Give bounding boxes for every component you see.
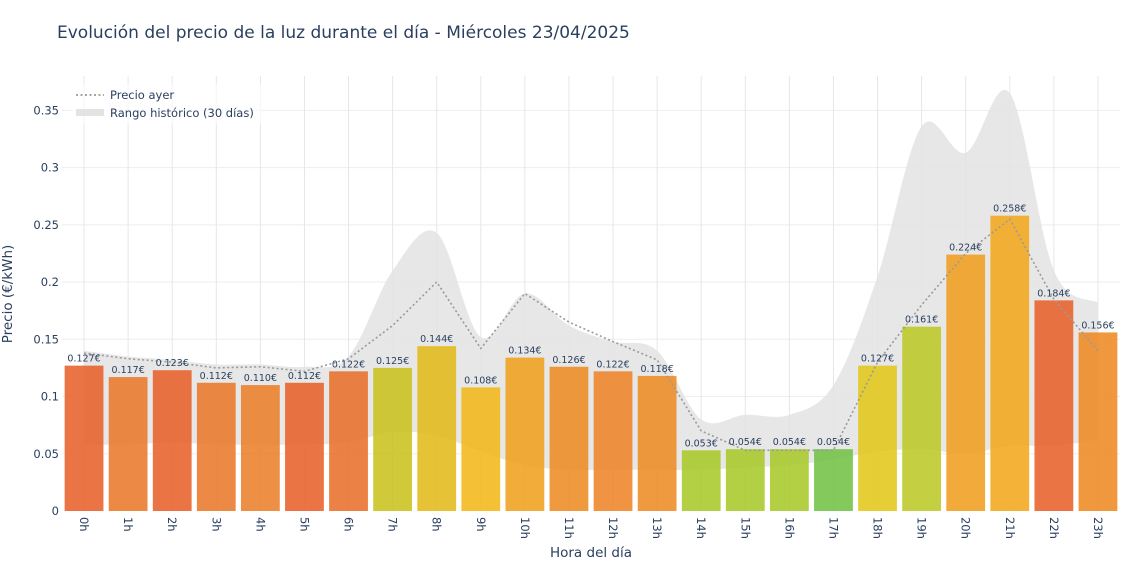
x-tick-label: 5h: [297, 517, 311, 532]
yesterday-price-line: [83, 217, 1099, 452]
bar-value-label: 0.112€: [288, 371, 321, 382]
y-tick-label: 0.2: [41, 275, 59, 289]
x-tick-label: 20h: [959, 517, 973, 539]
historical-range-band: [84, 89, 1098, 471]
x-tick-label: 8h: [430, 517, 444, 532]
bar-13h: [637, 375, 677, 511]
bar-value-label: 0.156€: [1081, 320, 1114, 331]
historical-range-band-layer: [84, 89, 1098, 471]
x-tick-label: 22h: [1047, 517, 1061, 539]
bar-value-label: 0.161€: [905, 315, 938, 326]
bar-value-label: 0.117€: [112, 365, 145, 376]
bar-value-label: 0.054€: [817, 437, 850, 448]
x-tick-label: 11h: [562, 517, 576, 539]
bar-value-label: 0.134€: [508, 346, 541, 357]
bar-12h: [593, 371, 633, 511]
x-tick-label: 2h: [165, 517, 179, 532]
x-tick-label: 17h: [826, 517, 840, 539]
bar-23h: [1078, 332, 1118, 511]
bar-9h: [461, 387, 501, 511]
bar-6h: [329, 371, 368, 511]
y-tick-label: 0.3: [41, 161, 59, 175]
bar-16h: [769, 449, 809, 511]
bar-value-label: 0.144€: [420, 334, 453, 345]
legend-band-swatch: [76, 109, 104, 116]
bar-17h: [814, 449, 853, 511]
x-tick-label: 3h: [209, 517, 223, 532]
x-tick-label: 15h: [738, 517, 752, 539]
bar-10h: [505, 357, 545, 511]
y-tick-label: 0.25: [33, 218, 59, 232]
x-tick-label: 1h: [121, 517, 135, 532]
bar-value-label: 0.258€: [993, 204, 1026, 215]
chart-title: Evolución del precio de la luz durante e…: [57, 23, 630, 43]
bar-20h: [946, 254, 986, 511]
x-tick-label: 23h: [1091, 517, 1105, 539]
x-tick-label: 9h: [474, 517, 488, 532]
y-tick-label: 0.35: [33, 103, 59, 117]
bar-2h: [152, 370, 192, 511]
bar-value-label: 0.123€: [156, 358, 189, 369]
bar-value-label: 0.224€: [949, 243, 982, 254]
x-tick-label: 16h: [782, 517, 796, 539]
bar-22h: [1034, 300, 1074, 511]
bar-value-label: 0.053€: [685, 438, 718, 449]
y-tick-label: 0.1: [41, 390, 59, 404]
x-tick-label: 21h: [1003, 517, 1017, 539]
y-axis-title: Precio (€/kWh): [0, 245, 16, 344]
bar-value-label: 0.125€: [376, 356, 409, 367]
bar-18h: [858, 365, 897, 511]
bar-value-label: 0.184€: [1037, 288, 1070, 299]
x-tick-label: 0h: [77, 517, 91, 532]
x-tick-label: 12h: [606, 517, 620, 539]
axis-layer: 0 0.05 0.1 0.15 0.2 0.25 0.3 0.35 0h 1h 2h 3h 4h 5h 6h…: [33, 103, 1105, 539]
bar-value-label: 0.127€: [67, 354, 100, 365]
bar-21h: [990, 215, 1030, 511]
x-tick-label: 14h: [694, 517, 708, 539]
bar-value-label: 0.126€: [552, 355, 585, 366]
y-tick-label: 0: [52, 504, 59, 518]
bar-value-label: 0.110€: [244, 373, 277, 384]
x-axis-title: Hora del día: [550, 545, 632, 561]
bar-3h: [196, 382, 236, 511]
bar-19h: [902, 326, 942, 511]
x-tick-label: 13h: [650, 517, 664, 539]
bar-layer: [64, 215, 1118, 511]
y-tick-label: 0.05: [33, 447, 59, 461]
bar-1h: [108, 377, 148, 511]
y-tick-label: 0.15: [33, 332, 59, 346]
x-tick-label: 18h: [871, 517, 885, 539]
legend-label-rango-historico: Rango histórico (30 días): [110, 106, 254, 120]
legend: Precio ayer Rango histórico (30 días): [72, 84, 262, 124]
bar-value-label: 0.118€: [641, 364, 674, 375]
x-tick-label: 4h: [253, 517, 267, 532]
bar-14h: [681, 450, 721, 511]
bar-value-label: 0.054€: [729, 437, 762, 448]
bar-value-label: 0.127€: [861, 354, 894, 365]
x-tick-label: 6h: [342, 517, 356, 532]
bar-value-label: 0.122€: [332, 359, 365, 370]
x-tick-label: 7h: [386, 517, 400, 532]
bar-7h: [373, 367, 413, 511]
bar-value-label: 0.108€: [464, 375, 497, 386]
bar-value-label: 0.112€: [200, 371, 233, 382]
legend-background: [72, 84, 262, 124]
bar-8h: [417, 346, 457, 511]
bar-11h: [549, 366, 589, 511]
x-tick-label: 19h: [915, 517, 929, 539]
x-tick-label: 10h: [518, 517, 532, 539]
bar-value-label: 0.122€: [596, 359, 629, 370]
yesterday-line-layer: [83, 217, 1099, 452]
bar-4h: [240, 385, 280, 511]
bar-15h: [725, 449, 765, 511]
bar-0h: [64, 365, 104, 511]
legend-label-precio-ayer: Precio ayer: [110, 88, 174, 102]
bar-value-label: 0.054€: [773, 437, 806, 448]
bar-5h: [285, 382, 324, 511]
value-label-layer: 0.127€ 0.117€ 0.123€ 0.112€ 0.110€ 0.112€ 0.12…: [67, 204, 1114, 450]
